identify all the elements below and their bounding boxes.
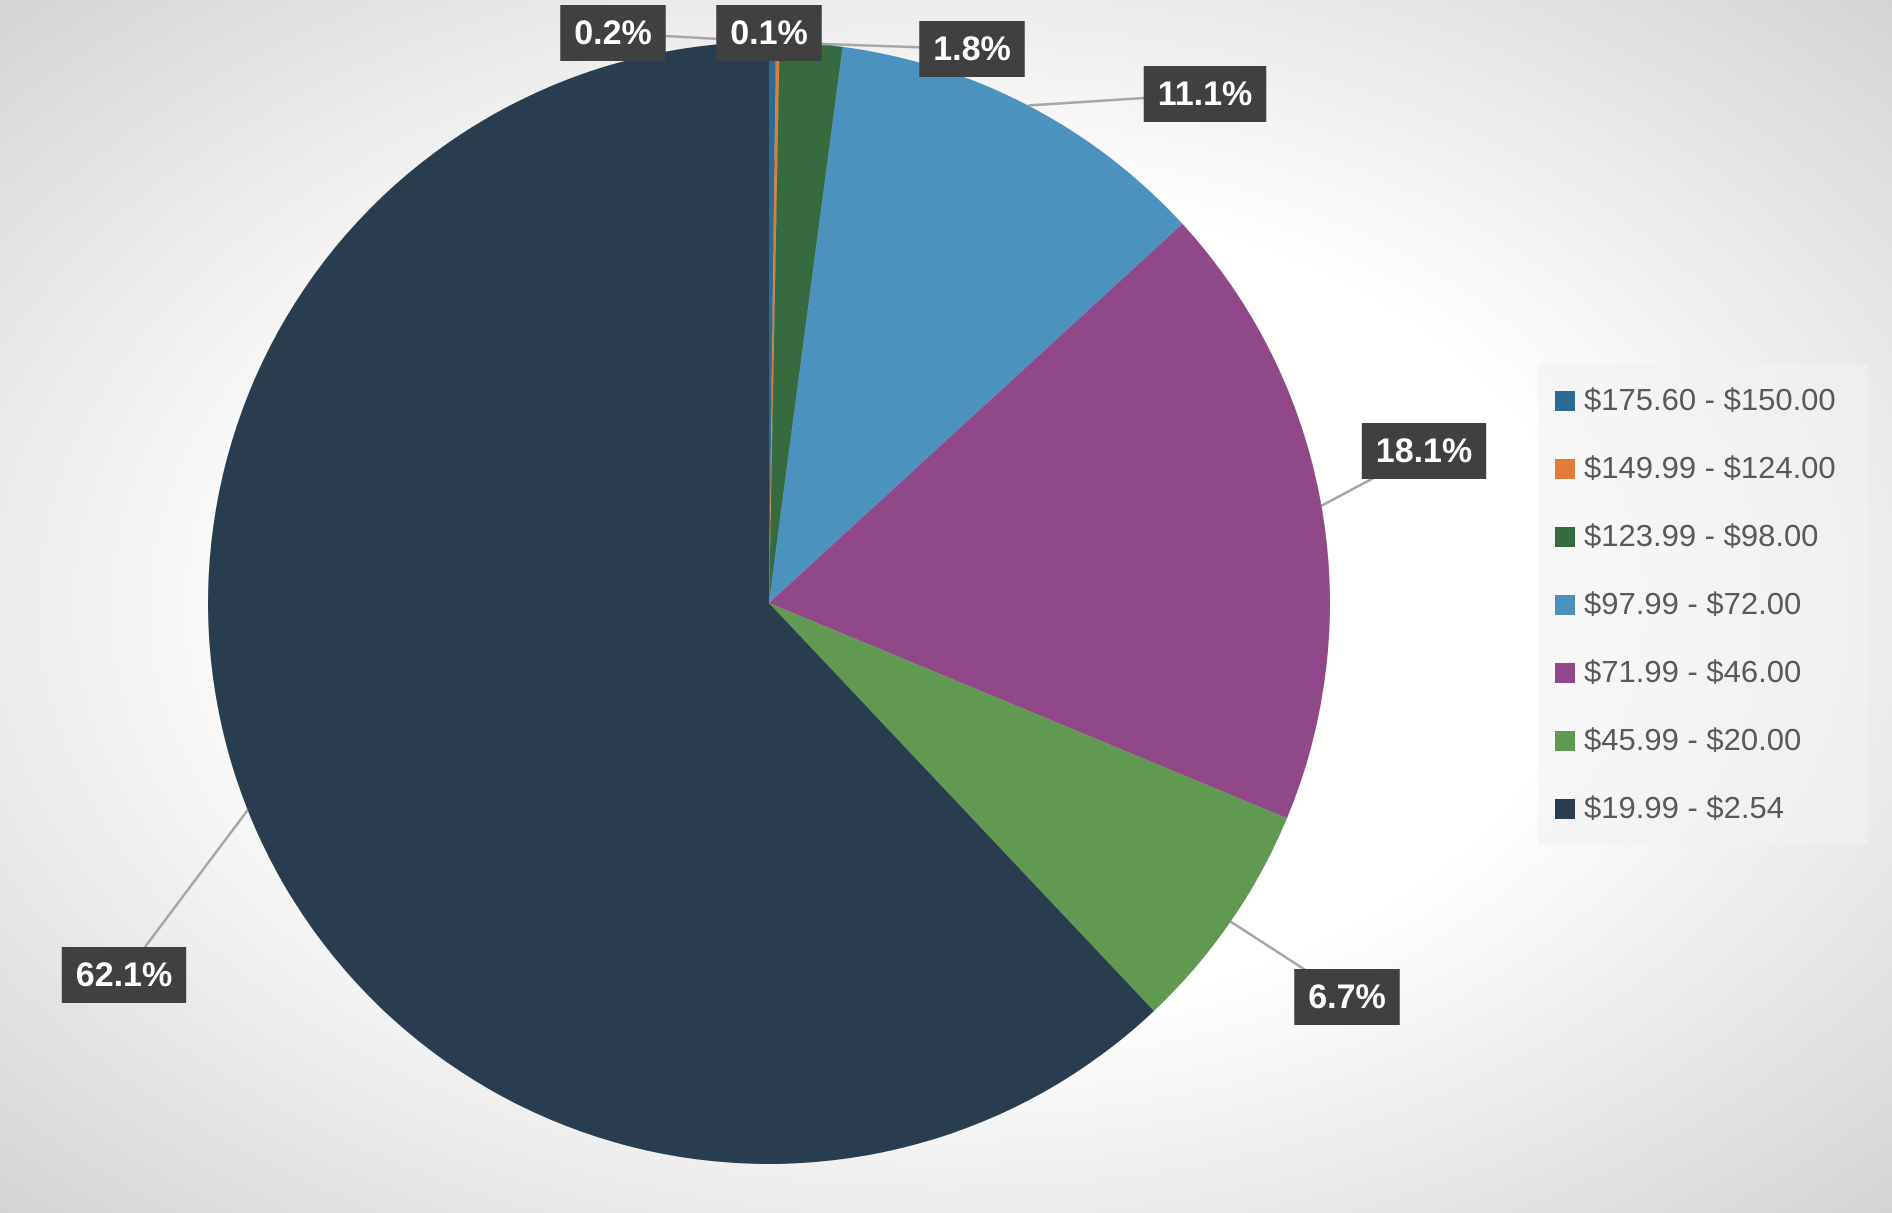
legend-box — [1538, 364, 1868, 845]
data-label-text: 18.1% — [1376, 432, 1472, 470]
pie-slice — [769, 46, 1183, 603]
legend-swatch — [1555, 663, 1575, 683]
pie-slice — [769, 42, 843, 603]
data-label-text: 11.1% — [1158, 75, 1253, 113]
data-label: 18.1% — [1361, 423, 1487, 479]
data-label-box — [716, 5, 822, 61]
legend-label: $19.99 - $2.54 — [1584, 790, 1784, 825]
legend-label: $123.99 - $98.00 — [1584, 518, 1818, 553]
legend-label: $175.60 - $150.00 — [1584, 382, 1836, 417]
data-label: 0.2% — [560, 5, 666, 61]
legend-label: $97.99 - $72.00 — [1584, 586, 1801, 621]
data-label-text: 6.7% — [1308, 978, 1386, 1016]
legend-label: $149.99 - $124.00 — [1584, 450, 1836, 485]
data-label: 62.1% — [61, 947, 187, 1003]
data-label-box — [560, 5, 666, 61]
legend-label: $71.99 - $46.00 — [1584, 654, 1801, 689]
pie-slice — [769, 603, 1288, 1012]
pie-slice — [207, 42, 1155, 1164]
data-label-box — [919, 21, 1025, 77]
data-label-box — [1294, 969, 1400, 1025]
data-label-box — [61, 947, 187, 1003]
legend-swatch — [1555, 731, 1575, 751]
pie-slice — [769, 223, 1330, 819]
pie-slice — [769, 42, 777, 603]
data-label: 6.7% — [1294, 969, 1400, 1025]
data-label: 1.8% — [919, 21, 1025, 77]
data-label-text: 1.8% — [933, 30, 1011, 68]
data-label-text: 0.1% — [730, 14, 808, 52]
legend-swatch — [1555, 527, 1575, 547]
data-label: 0.1% — [716, 5, 822, 61]
data-label-text: 0.2% — [574, 14, 652, 52]
legend-label: $45.99 - $20.00 — [1584, 722, 1801, 757]
legend-swatch — [1555, 459, 1575, 479]
data-label: 11.1% — [1143, 66, 1267, 122]
pie-slice — [769, 42, 780, 604]
legend-swatch — [1555, 595, 1575, 615]
data-label-box — [1143, 66, 1267, 122]
data-label-box — [1361, 423, 1487, 479]
legend-swatch — [1555, 799, 1575, 819]
data-label-text: 62.1% — [76, 956, 172, 994]
legend-swatch — [1555, 391, 1575, 411]
